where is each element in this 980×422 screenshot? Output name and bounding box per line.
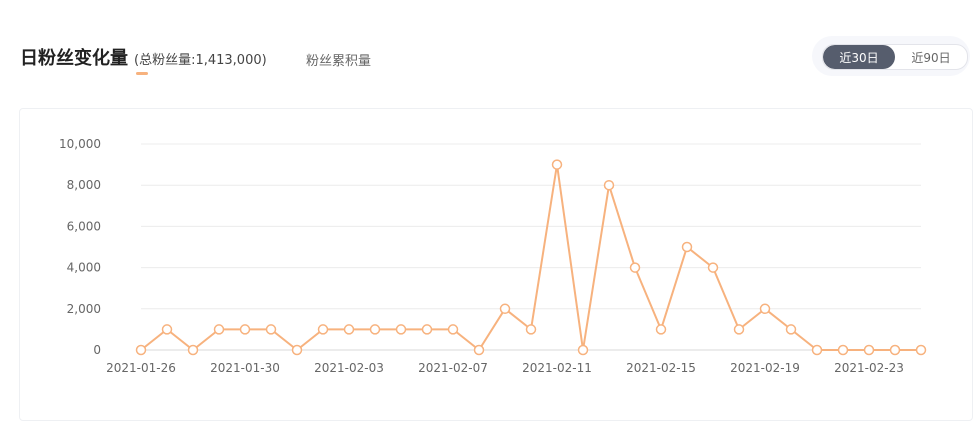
data-point [889, 344, 901, 356]
x-tick-label: 2021-02-19 [730, 361, 800, 375]
data-point [863, 344, 875, 356]
data-point [421, 324, 433, 335]
range-90-days-button[interactable]: 近90日 [911, 50, 951, 65]
data-point [759, 303, 771, 315]
line-chart: 0 2,000 4,000 6,000 8,000 10,000 2021-01-26 202… [59, 137, 927, 375]
data-point [291, 344, 303, 356]
data-point [369, 324, 381, 335]
chart-title: 日粉丝变化量 [20, 48, 128, 69]
data-point [265, 324, 277, 335]
data-point [655, 324, 667, 335]
data-point [317, 324, 329, 335]
range-toggle: 近30日 近90日 [822, 44, 968, 70]
data-point [239, 324, 251, 335]
chart-card: 0 2,000 4,000 6,000 8,000 10,000 2021-01-26 202… [19, 108, 973, 421]
x-tick-label: 2021-02-03 [314, 361, 384, 375]
data-point [603, 179, 615, 191]
chart-header: 日粉丝变化量 (总粉丝量:1,413,000) [20, 44, 267, 75]
y-tick-label: 8,000 [67, 178, 101, 192]
data-point [343, 324, 355, 335]
data-point [681, 241, 693, 253]
data-point [915, 344, 927, 356]
data-point [395, 324, 407, 335]
y-tick-label: 0 [93, 343, 101, 357]
series-line [140, 163, 921, 351]
data-point [577, 344, 589, 356]
data-point [629, 262, 641, 273]
x-tick-label: 2021-02-11 [522, 361, 592, 375]
data-point [837, 344, 849, 356]
data-point [525, 324, 537, 335]
data-point [161, 324, 173, 335]
x-tick-label: 2021-02-07 [418, 361, 488, 375]
total-followers: (总粉丝量:1,413,000) [134, 49, 267, 75]
data-point [551, 159, 563, 170]
range-30-days-button[interactable]: 近30日 [823, 45, 895, 69]
data-point [785, 324, 797, 335]
x-tick-label: 2021-02-23 [834, 361, 904, 375]
x-tick-label: 2021-01-26 [106, 361, 176, 375]
data-point [473, 344, 485, 356]
data-point [707, 262, 719, 273]
y-tick-label: 6,000 [67, 219, 101, 233]
data-point [811, 344, 823, 356]
range-toggle-container: 近30日 近90日 [812, 36, 970, 76]
x-tick-label: 2021-02-15 [626, 361, 696, 375]
data-point [447, 324, 459, 335]
active-tab-indicator [136, 72, 148, 75]
data-point [213, 324, 225, 335]
tab-cumulative-followers[interactable]: 粉丝累积量 [306, 54, 372, 69]
data-point [499, 303, 511, 315]
y-tick-label: 2,000 [67, 302, 101, 316]
data-point [187, 344, 199, 356]
total-followers-text: (总粉丝量:1,413,000) [134, 53, 267, 68]
x-tick-label: 2021-01-30 [210, 361, 280, 375]
y-tick-label: 10,000 [59, 137, 101, 151]
y-tick-label: 4,000 [67, 261, 101, 275]
data-point [135, 344, 147, 356]
data-point [733, 324, 745, 335]
